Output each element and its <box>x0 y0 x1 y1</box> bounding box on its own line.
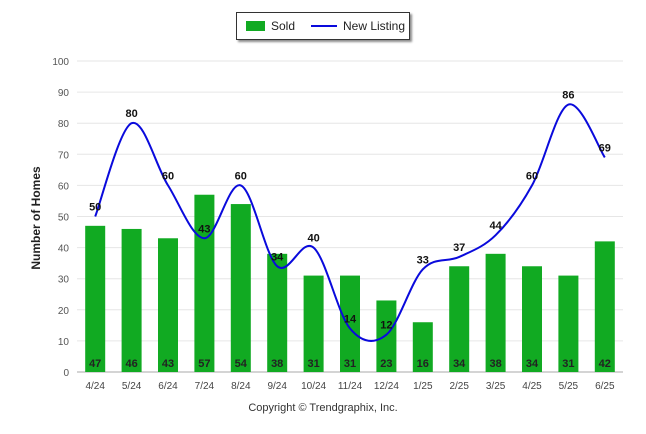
sold-value-label: 23 <box>380 358 392 370</box>
new-listing-value-label: 37 <box>453 242 465 254</box>
new-listing-legend-label: New Listing <box>343 19 406 33</box>
sold-value-label: 16 <box>417 358 429 370</box>
sold-bar <box>412 322 433 372</box>
new-listing-value-label: 44 <box>489 220 502 232</box>
y-tick-label: 10 <box>58 337 70 348</box>
y-tick-label: 60 <box>58 181 70 192</box>
sold-bar <box>594 241 615 372</box>
x-tick-label: 2/25 <box>449 381 469 392</box>
sold-bar <box>158 238 178 372</box>
sold-bar <box>340 275 360 372</box>
y-tick-label: 40 <box>58 244 70 255</box>
sold-bar <box>230 204 251 372</box>
new-listing-series-line <box>94 103 606 342</box>
x-tick-label: 4/24 <box>85 381 105 392</box>
new-listing-value-label: 33 <box>417 254 429 266</box>
sold-bars <box>85 194 615 372</box>
sold-bar <box>558 275 579 372</box>
sold-bar <box>303 275 324 372</box>
data-labels: 47 46 43 57 54 38 31 31 23 16 34 38 34 31 42 50 80 60 43 60… <box>89 90 611 370</box>
x-tick-label: 5/25 <box>559 381 579 392</box>
y-tick-label: 80 <box>58 119 70 130</box>
new-listing-value-label: 86 <box>562 90 574 102</box>
sold-bar <box>121 228 142 372</box>
x-tick-label: 12/24 <box>374 381 399 392</box>
new-listing-value-label: 40 <box>307 233 319 245</box>
sold-bar <box>485 253 506 372</box>
y-tick-label: 20 <box>58 306 70 317</box>
sold-value-label: 42 <box>599 358 611 370</box>
new-listing-value-label: 50 <box>89 202 101 214</box>
new-listing-value-label: 14 <box>344 313 357 325</box>
new-listing-value-label: 12 <box>380 320 392 332</box>
y-axis-title: Number of Homes <box>29 166 43 270</box>
sold-value-label: 38 <box>489 358 501 370</box>
x-tick-label: 9/24 <box>267 381 287 392</box>
sold-bar <box>267 253 288 372</box>
y-tick-label: 30 <box>58 275 70 286</box>
sold-value-label: 31 <box>307 358 319 370</box>
sold-value-label: 31 <box>344 358 356 370</box>
sold-bar <box>449 266 470 372</box>
sold-value-label: 43 <box>162 358 174 370</box>
new-listing-value-label: 69 <box>599 142 611 154</box>
sold-bar <box>522 266 542 372</box>
sold-value-label: 34 <box>453 358 466 370</box>
x-tick-label: 10/24 <box>301 381 326 392</box>
x-tick-label: 6/25 <box>595 381 615 392</box>
x-tick-label: 5/24 <box>122 381 142 392</box>
y-tick-label: 90 <box>58 88 70 99</box>
x-axis-ticks: 4/24 5/24 6/24 7/24 8/24 9/24 10/24 11/24 12/24 1… <box>85 381 615 392</box>
new-listing-value-label: 60 <box>235 170 247 182</box>
sold-value-label: 47 <box>89 358 101 370</box>
new-listing-legend-swatch <box>311 25 337 27</box>
legend: Sold New Listing <box>236 12 410 40</box>
x-tick-label: 3/25 <box>486 381 506 392</box>
x-tick-label: 7/24 <box>195 381 215 392</box>
sold-value-label: 34 <box>526 358 539 370</box>
y-tick-label: 100 <box>52 57 69 68</box>
y-tick-label: 50 <box>58 213 70 224</box>
sold-value-label: 46 <box>125 358 137 370</box>
sold-value-label: 38 <box>271 358 283 370</box>
x-tick-label: 6/24 <box>158 381 178 392</box>
copyright-footer: Copyright © Trendgraphix, Inc. <box>248 402 398 414</box>
sold-value-label: 31 <box>562 358 574 370</box>
x-tick-label: 4/25 <box>522 381 542 392</box>
sold-value-label: 54 <box>235 358 248 370</box>
new-listing-value-label: 43 <box>198 223 210 235</box>
new-listing-value-label: 80 <box>125 108 137 120</box>
y-axis-ticks: 0 10 20 30 40 50 60 70 80 90 100 <box>52 57 69 379</box>
sold-bar <box>194 194 215 372</box>
sold-value-label: 57 <box>198 358 210 370</box>
new-listing-value-label: 60 <box>162 170 174 182</box>
new-listing-value-label: 60 <box>526 170 538 182</box>
y-tick-label: 70 <box>58 150 70 161</box>
sold-legend-label: Sold <box>271 19 296 33</box>
x-tick-label: 11/24 <box>338 381 363 392</box>
y-tick-label: 0 <box>63 368 69 379</box>
new-listing-line <box>94 103 606 342</box>
x-tick-label: 8/24 <box>231 381 251 392</box>
sold-bar <box>376 300 397 372</box>
new-listing-value-label: 34 <box>271 251 284 263</box>
x-tick-label: 1/25 <box>413 381 433 392</box>
sold-bar <box>85 225 106 372</box>
sold-legend-swatch <box>246 21 265 31</box>
